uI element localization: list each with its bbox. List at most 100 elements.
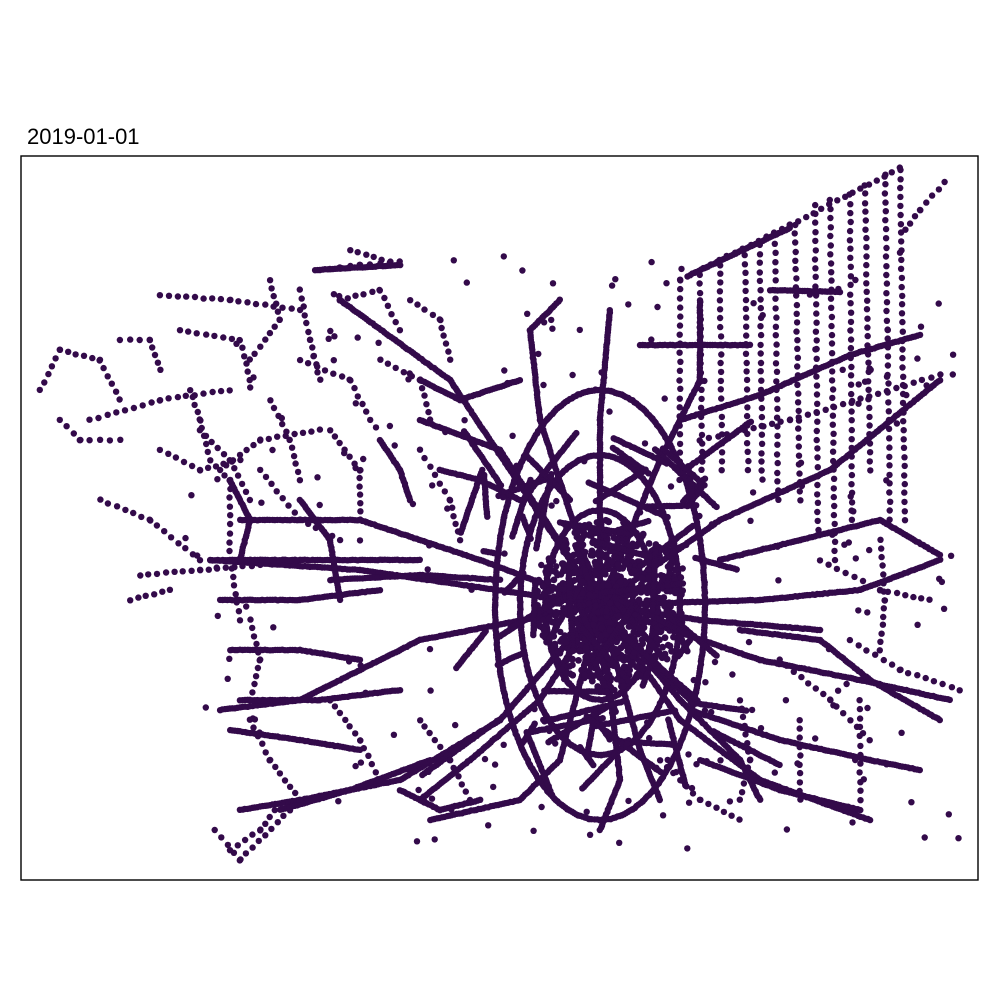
stop-point [862, 217, 869, 224]
stop-point [898, 256, 905, 264]
stop-point [677, 385, 684, 392]
stop-point [899, 354, 906, 362]
stop-point [881, 173, 888, 180]
stop-point [901, 517, 909, 524]
stop-point [786, 416, 794, 424]
stop-point [813, 373, 820, 380]
stop-point [756, 277, 764, 285]
stop-point [743, 440, 751, 447]
stop-point [865, 386, 872, 393]
stop-point [834, 197, 841, 204]
stop-point [795, 452, 803, 459]
stop-point [698, 431, 706, 439]
stop-point [743, 386, 751, 393]
stop-point [897, 221, 905, 228]
stop-point [661, 634, 669, 642]
stop-point [882, 208, 889, 215]
stop-point [822, 406, 829, 413]
stop-point [864, 315, 871, 322]
stop-point [795, 414, 802, 421]
stop-point [718, 421, 725, 429]
stop-point [756, 269, 763, 276]
stop-point [897, 193, 904, 201]
stop-point [757, 323, 764, 330]
stop-point [771, 240, 778, 247]
stop-point [828, 340, 836, 347]
stop-point [848, 436, 855, 443]
stop-point [803, 213, 810, 221]
stop-point [718, 395, 725, 402]
stop-point [670, 633, 677, 641]
stop-point [829, 421, 836, 428]
stop-point [775, 496, 782, 503]
stop-point [901, 382, 908, 390]
stop-point [898, 274, 906, 282]
stop-point [774, 441, 781, 448]
stop-point [794, 337, 801, 344]
stop-point [812, 328, 820, 335]
stop-point [786, 224, 793, 231]
stop-point [861, 200, 869, 207]
stop-point [897, 176, 904, 183]
stop-point [881, 190, 889, 197]
stop-point [676, 367, 684, 374]
stop-point [236, 806, 244, 813]
stop-point [677, 285, 684, 293]
stop-point [556, 296, 563, 303]
stop-point [676, 404, 683, 411]
stop-point [794, 399, 802, 406]
stop-points-layer [36, 164, 963, 864]
stop-point [718, 467, 725, 474]
stop-point [886, 444, 893, 451]
stop-point [743, 323, 750, 330]
stop-point [216, 707, 224, 714]
stop-point [910, 379, 917, 386]
stop-point [897, 211, 904, 219]
stop-point [742, 305, 750, 313]
stop-point [901, 498, 908, 506]
stop-point [866, 404, 873, 412]
stop-point [901, 454, 908, 461]
stop-point [847, 291, 854, 298]
stop-point [569, 661, 576, 669]
stop-point [718, 413, 726, 421]
stop-point [829, 412, 837, 419]
stop-point [774, 478, 781, 485]
stop-point [796, 488, 803, 495]
stop-point [757, 287, 764, 294]
stop-point [757, 796, 764, 803]
stop-point [865, 181, 873, 188]
stop-point [772, 305, 779, 312]
stop-point [742, 350, 750, 357]
stop-point [827, 295, 835, 302]
stop-point [773, 350, 780, 357]
stop-point [831, 547, 838, 555]
stop-point [717, 333, 725, 340]
stop-point [882, 235, 890, 242]
stop-point [772, 295, 779, 302]
stop-point [814, 517, 821, 525]
stop-point [866, 449, 874, 456]
stop-point [742, 279, 749, 286]
stop-point [866, 422, 873, 429]
stop-point [773, 368, 781, 375]
stop-point [793, 328, 800, 335]
stop-point [814, 454, 821, 461]
stop-point [864, 324, 871, 331]
stop-point [758, 377, 765, 384]
stop-point [794, 381, 801, 389]
stop-point [677, 313, 684, 320]
stop-point [928, 192, 936, 199]
stop-point [864, 332, 871, 340]
stop-point [677, 574, 685, 581]
stop-point [677, 358, 684, 365]
stop-point [757, 359, 765, 367]
stop-point [813, 436, 820, 444]
stop-point [717, 323, 724, 331]
stop-point [814, 418, 821, 425]
stop-point [576, 647, 583, 655]
stop-point [744, 404, 751, 411]
stop-point [810, 210, 817, 217]
stop-point [777, 418, 784, 425]
stop-point [702, 601, 709, 608]
